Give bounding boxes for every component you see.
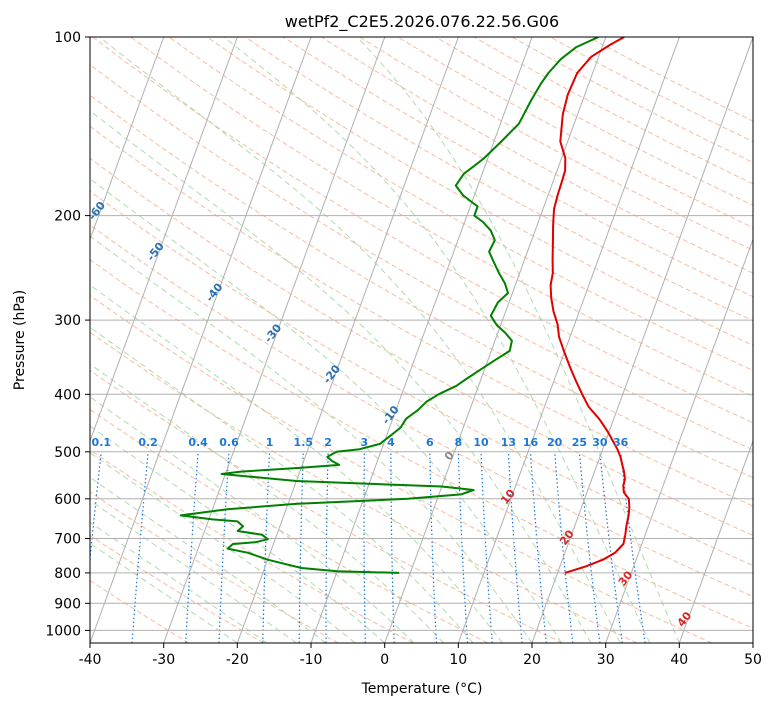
y-tick-label: 300 [54,313,81,329]
mixing-ratio-label: 6 [426,436,434,449]
chart-title: wetPf2_C2E5.2026.076.22.56.G06 [285,12,559,32]
moist-adiabat-line [90,110,592,643]
moist-adiabat-line [90,425,386,643]
isotherm-line [236,37,459,643]
mixing-ratio-label: 1 [266,436,274,449]
isotherm-line [90,37,238,443]
y-tick-label: 500 [54,445,81,461]
mixing-ratio-label: 0.1 [92,436,112,449]
moist-adiabat-line [90,178,562,643]
moist-adiabat-line [90,452,356,643]
profile-line [179,37,599,574]
x-tick-label: 0 [380,652,389,668]
dry-adiabat-line [90,369,563,643]
dry-adiabat-line [90,408,488,643]
moist-adiabat-line [90,326,474,643]
mixing-ratio-label: 10 [473,436,489,449]
mixing-ratio-label: 30 [592,436,608,449]
dry-adiabat-line [90,190,753,567]
isotherm-line [90,37,165,241]
moist-adiabat-line [90,542,238,643]
x-tick-label: -20 [226,652,249,668]
mixing-ratio-label: 8 [454,436,462,449]
mixing-ratio-label: 3 [360,436,368,449]
dry-adiabat-line [90,331,638,643]
y-tick-label: 600 [54,492,81,508]
moist-adiabat-line [90,521,268,643]
mixing-ratio-line [529,451,547,643]
dry-adiabat-line [283,37,753,298]
isotherm-line [384,37,607,643]
y-tick-label: 900 [54,596,81,612]
isotherm-line [163,37,386,643]
moist-adiabat-line [90,476,327,643]
mixing-ratio-label: 2 [324,436,332,449]
moist-adiabat-line [356,37,680,643]
mixing-ratio-label: 4 [387,436,395,449]
x-tick-label: 30 [597,652,615,668]
mixing-ratio-line [480,451,493,643]
x-axis: -40 -30 -20 -10 0 10 20 30 40 50 [79,643,762,668]
y-tick-label: 400 [54,387,81,403]
y-axis: 100 200 300 400 500 600 700 800 900 1000 [45,30,90,639]
dry-adiabat-line [92,37,753,424]
mixing-ratio-line [90,451,102,565]
mixing-ratio-line [218,451,230,643]
y-tick-label: 200 [54,209,81,225]
dry-adiabat-line [130,37,753,397]
mixing-ratio-label: 0.6 [219,436,239,449]
dry-adiabat-line [90,224,753,598]
y-tick-label: 800 [54,566,81,582]
moist-adiabat-line [90,284,503,643]
plot-frame [89,36,754,644]
isotherm-line [531,37,753,643]
mixing-ratio-line [507,451,523,643]
mixing-ratio-label: 1.5 [294,436,314,449]
moist-adiabat-line [90,499,297,643]
x-tick-label: 20 [523,652,541,668]
isotherm-line [310,37,533,643]
moist-adiabat-line [90,396,415,643]
mixing-ratio-line [554,451,574,643]
mixing-ratio-line [599,451,623,643]
isotherm-line [678,439,753,643]
mixing-ratio-line [185,451,199,643]
y-tick-label: 1000 [45,623,81,639]
mixing-ratio-label: 36 [613,436,629,449]
mixing-ratio-label: 16 [523,436,539,449]
isotherm-line [90,37,312,643]
x-tick-label: -30 [152,652,175,668]
y-axis-label: Pressure (hPa) [12,290,28,390]
x-tick-label: 50 [744,652,762,668]
x-tick-label: -40 [79,652,102,668]
dry-adiabat-line [90,294,712,643]
x-axis-label: Temperature (°C) [361,681,483,697]
isotherm-line [457,37,680,643]
mixing-ratio-label: 20 [547,436,563,449]
mixing-ratio-label: 13 [501,436,516,449]
mixing-ratio-label: 25 [572,436,587,449]
x-tick-label: 10 [449,652,467,668]
isotherm-line [605,237,753,643]
y-tick-label: 100 [54,30,81,46]
moist-adiabat-line [90,235,533,643]
mixing-ratio-line [578,451,601,643]
moist-adiabat-line [99,37,621,643]
profile-line [549,37,631,574]
grid-lines [90,37,753,643]
moist-adiabat-line [223,37,651,643]
dry-adiabat-line [90,157,753,537]
profile-series [179,37,631,574]
dry-adiabat-line [90,64,753,451]
mixing-ratio-label: 0.4 [188,436,208,449]
dry-adiabat-line [90,125,753,507]
dry-adiabat-line [90,534,264,643]
x-tick-label: -10 [300,652,323,668]
x-tick-label: 40 [670,652,688,668]
mixing-ratio-label: 0.2 [138,436,158,449]
y-tick-label: 700 [54,532,81,548]
